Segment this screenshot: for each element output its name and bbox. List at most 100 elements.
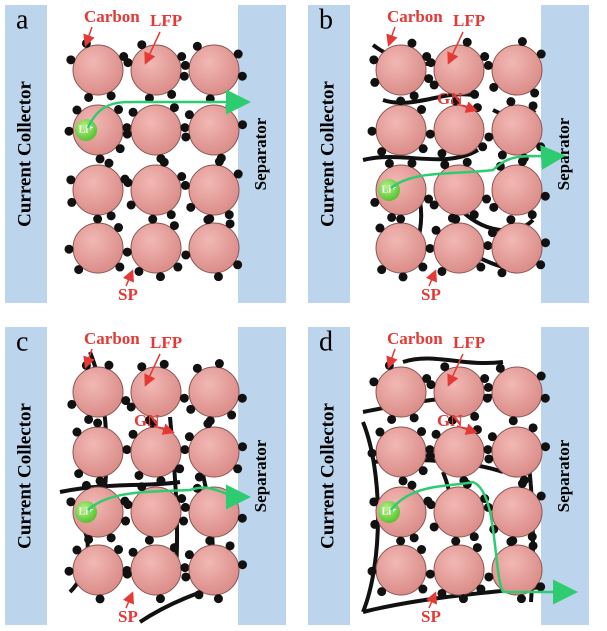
carbon-dot (82, 481, 91, 490)
carbon-dot (181, 181, 190, 190)
carbon-dot (180, 394, 189, 403)
carbon-dot (238, 514, 247, 523)
carbon-dot (509, 416, 518, 425)
carbon-dot (203, 419, 212, 428)
carbon-dot (129, 430, 138, 439)
carbon-arrow (389, 27, 395, 44)
sp-arrow (126, 272, 132, 286)
figure: Current CollectorSeparatoraLi⁺CarbonLFPS… (0, 0, 607, 631)
lfp-particle (189, 427, 239, 477)
carbon-dot (407, 481, 416, 490)
carbon-dot (426, 130, 435, 139)
carbon-dot (72, 106, 81, 115)
carbon-dot (377, 265, 386, 274)
carbon-dot (84, 535, 93, 544)
carbon-dot (470, 210, 479, 219)
collector-label: Current Collector (14, 403, 35, 549)
carbon-dot (496, 364, 505, 373)
carbon-dot (399, 272, 408, 281)
lfp-particle (189, 367, 239, 417)
separator-label: Separator (554, 439, 573, 512)
panel: Current CollectorSeparatordLi⁺CarbonLFPS… (308, 326, 589, 625)
carbon-dot (84, 93, 93, 102)
collector-label: Current Collector (14, 81, 35, 227)
carbon-dot (177, 52, 186, 61)
panel: Current CollectorSeparatorbLi⁺CarbonLFPS… (308, 4, 589, 303)
carbon-dot (170, 221, 179, 230)
carbon-dot (407, 159, 416, 168)
carbon-dot (65, 567, 74, 576)
carbon-dot (177, 172, 186, 181)
carbon-dot (107, 533, 116, 542)
lfp-label: LFP (453, 11, 485, 30)
carbon-dot (473, 103, 482, 112)
carbon-dot (72, 546, 81, 555)
carbon-dot (180, 563, 189, 572)
carbon-dot (425, 244, 434, 253)
lfp-particle (434, 427, 484, 477)
carbon-dot (214, 594, 223, 603)
carbon-dot (123, 130, 132, 139)
carbon-dot (225, 210, 234, 219)
carbon-dot (194, 590, 203, 599)
lfp-particle (434, 223, 484, 273)
carbon-dot (536, 582, 545, 591)
carbon-dot (417, 427, 426, 436)
panel-label: a (16, 4, 29, 35)
sp-arrow (126, 594, 132, 608)
lfp-particle (189, 223, 239, 273)
carbon-dot (484, 383, 493, 392)
carbon-dot (137, 482, 146, 491)
sp-label: SP (421, 607, 441, 626)
carbon-dot (489, 203, 498, 212)
carbon-dot (417, 105, 426, 114)
panel: Current CollectorSeparatorcLi⁺CarbonLFPS… (5, 326, 286, 625)
lfp-particle (434, 367, 484, 417)
carbon-dot (517, 594, 526, 603)
carbon-dot (234, 50, 243, 59)
carbon-dot (432, 226, 441, 235)
carbon-dot (160, 158, 169, 167)
carbon-dot (181, 572, 190, 581)
carbon-dot (470, 412, 479, 421)
carbon-dot (426, 500, 435, 509)
carbon-dot (123, 58, 132, 67)
lfp-particle (131, 223, 181, 273)
carbon-dot (396, 537, 405, 546)
carbon-dot (226, 219, 235, 228)
carbon-dot (93, 215, 102, 224)
collector-label: Current Collector (317, 81, 338, 227)
carbon-dot (185, 110, 194, 119)
lfp-particle (492, 545, 542, 595)
carbon-dot (370, 198, 379, 207)
carbon-dot (121, 517, 130, 526)
carbon-dot (123, 570, 132, 579)
panel-label: b (319, 4, 333, 35)
carbon-dot (66, 55, 75, 64)
carbon-dot (410, 413, 419, 422)
carbon-dot (426, 570, 435, 579)
carbon-dot (67, 198, 76, 207)
carbon-dot (84, 415, 93, 424)
carbon-dot (410, 91, 419, 100)
carbon-dot (74, 469, 83, 478)
carbon-dot (476, 263, 485, 272)
carbon-dot (181, 503, 190, 512)
carbon-dot (528, 532, 537, 541)
lfp-particle (131, 105, 181, 155)
sp-label: SP (118, 285, 138, 304)
carbon-dot (167, 90, 176, 99)
carbon-dot (180, 445, 189, 454)
carbon-dot (167, 210, 176, 219)
carbon-dot (377, 147, 386, 156)
carbon-dot (484, 61, 493, 70)
lfp-label: LFP (150, 333, 182, 352)
carbon-dot (96, 594, 105, 603)
carbon-dot (134, 267, 143, 276)
carbon-dot (107, 91, 116, 100)
carbon-dot (473, 543, 482, 552)
lfp-particle (492, 487, 542, 537)
carbon-dot (483, 241, 492, 250)
carbon-dot (541, 442, 550, 451)
carbon-dot (476, 585, 485, 594)
